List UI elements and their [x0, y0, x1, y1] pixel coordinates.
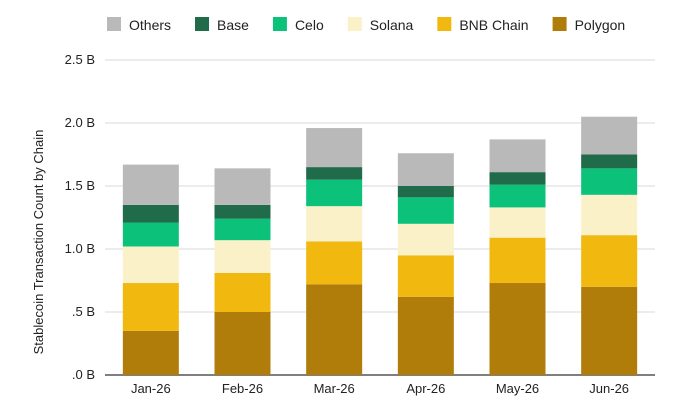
bar-segment-bnb-chain: BNB Chain Jan-26: 0.38 — [122, 283, 179, 331]
bar-stack: Polygon Jan-26: 0.35BNB Chain Jan-26: 0.… — [122, 164, 179, 375]
legend-item-solana: Solana — [347, 17, 414, 33]
y-tick-label: .5 B — [72, 304, 95, 319]
bar-segment-solana: Solana Feb-26: 0.26 — [214, 240, 271, 273]
bar-segment-bnb-chain: BNB Chain Jun-26: 0.41 — [581, 235, 638, 287]
bar-segment-polygon: Polygon Apr-26: 0.62 — [397, 296, 454, 375]
legend-label: Solana — [370, 17, 414, 33]
legend-label: Base — [217, 17, 249, 33]
x-tick-label: May-26 — [496, 381, 539, 396]
legend-item-base: Base — [195, 17, 249, 33]
x-tick-label: Apr-26 — [406, 381, 445, 396]
legend-swatch — [552, 17, 567, 31]
legend-item-bnb-chain: BNB Chain — [437, 17, 529, 33]
bar-segment-others: Others May-26: 0.26 — [489, 139, 546, 173]
bar-stack: Polygon Apr-26: 0.62BNB Chain Apr-26: 0.… — [397, 153, 454, 375]
bar-segment-solana: Solana Jun-26: 0.32 — [581, 194, 638, 236]
y-tick-label: 2.5 B — [65, 52, 95, 67]
legend: Others Base Celo Solana BNB Chain Polygon — [107, 17, 625, 33]
legend-label: Others — [129, 17, 171, 33]
bar-segment-celo: Celo Mar-26: 0.21 — [306, 179, 363, 207]
legend-item-polygon: Polygon — [552, 17, 626, 33]
bar-segment-solana: Solana May-26: 0.24 — [489, 207, 546, 238]
legend-item-celo: Celo — [272, 17, 324, 33]
bar-segment-others: Others Jan-26: 0.32 — [122, 164, 179, 205]
y-tick-label: 1.5 B — [65, 178, 95, 193]
bar-stack: Polygon Jun-26: 0.7BNB Chain Jun-26: 0.4… — [581, 116, 638, 375]
legend-label: BNB Chain — [459, 17, 528, 33]
bar-stack: Polygon May-26: 0.73BNB Chain May-26: 0.… — [489, 139, 546, 375]
bar-segment-celo: Celo Feb-26: 0.17 — [214, 218, 271, 241]
bar-segment-solana: Solana Mar-26: 0.28 — [306, 206, 363, 242]
bar-segment-bnb-chain: BNB Chain Mar-26: 0.34 — [306, 241, 363, 285]
y-axis-ticks: .0 B .5 B 1.0 B 1.5 B 2.0 B 2.5 B — [65, 52, 95, 382]
legend-swatch — [437, 17, 452, 31]
bar-segment-base: Base Mar-26: 0.1 — [306, 167, 363, 180]
bar-segment-base: Base Jun-26: 0.11 — [581, 154, 638, 169]
x-tick-label: Mar-26 — [314, 381, 355, 396]
bar-segment-celo: Celo Jan-26: 0.19 — [122, 222, 179, 247]
x-tick-label: Jun-26 — [589, 381, 629, 396]
bar-segment-base: Base Jan-26: 0.14 — [122, 204, 179, 223]
legend-label: Celo — [295, 17, 324, 33]
bar-stack: Polygon Feb-26: 0.5BNB Chain Feb-26: 0.3… — [214, 168, 271, 375]
bar-segment-polygon: Polygon Mar-26: 0.72 — [306, 284, 363, 375]
legend-swatch — [195, 17, 210, 31]
x-tick-label: Feb-26 — [222, 381, 263, 396]
bar-segment-base: Base May-26: 0.1 — [489, 172, 546, 185]
y-tick-label: 1.0 B — [65, 241, 95, 256]
legend-item-others: Others — [107, 17, 171, 33]
bar-segment-others: Others Mar-26: 0.31 — [306, 128, 363, 168]
legend-swatch — [107, 17, 121, 31]
bar-segment-others: Others Jun-26: 0.3 — [581, 116, 638, 155]
bar-segment-polygon: Polygon Jan-26: 0.35 — [122, 330, 179, 375]
bar-segment-solana: Solana Apr-26: 0.25 — [397, 223, 454, 256]
bar-segment-solana: Solana Jan-26: 0.29 — [122, 246, 179, 284]
bars: Polygon Jan-26: 0.35BNB Chain Jan-26: 0.… — [122, 116, 638, 375]
bar-segment-celo: Celo Apr-26: 0.21 — [397, 197, 454, 224]
bar-segment-celo: Celo May-26: 0.18 — [489, 184, 546, 208]
legend-swatch — [272, 17, 287, 31]
bar-segment-others: Others Feb-26: 0.29 — [214, 168, 271, 205]
grid-lines — [105, 59, 655, 376]
bar-segment-bnb-chain: BNB Chain May-26: 0.36 — [489, 237, 546, 284]
bar-segment-base: Base Feb-26: 0.11 — [214, 204, 271, 219]
bar-segment-bnb-chain: BNB Chain Feb-26: 0.31 — [214, 272, 271, 312]
y-tick-label: 2.0 B — [65, 115, 95, 130]
bar-stack: Polygon Mar-26: 0.72BNB Chain Mar-26: 0.… — [306, 128, 363, 375]
x-tick-label: Jan-26 — [131, 381, 171, 396]
bar-segment-bnb-chain: BNB Chain Apr-26: 0.33 — [397, 255, 454, 297]
bar-segment-polygon: Polygon May-26: 0.73 — [489, 283, 546, 375]
legend-label: Polygon — [575, 17, 626, 33]
y-tick-label: .0 B — [72, 367, 95, 382]
bar-segment-base: Base Apr-26: 0.09 — [397, 186, 454, 198]
legend-swatch — [347, 17, 362, 31]
y-axis-title: Stablecoin Transaction Count by Chain — [31, 130, 46, 355]
bar-segment-polygon: Polygon Feb-26: 0.5 — [214, 312, 271, 375]
bar-segment-celo: Celo Jun-26: 0.21 — [581, 168, 638, 195]
x-axis-ticks: Jan-26 Feb-26 Mar-26 Apr-26 May-26 Jun-26 — [131, 381, 629, 396]
bar-segment-others: Others Apr-26: 0.26 — [397, 153, 454, 186]
bar-segment-polygon: Polygon Jun-26: 0.7 — [581, 286, 638, 375]
